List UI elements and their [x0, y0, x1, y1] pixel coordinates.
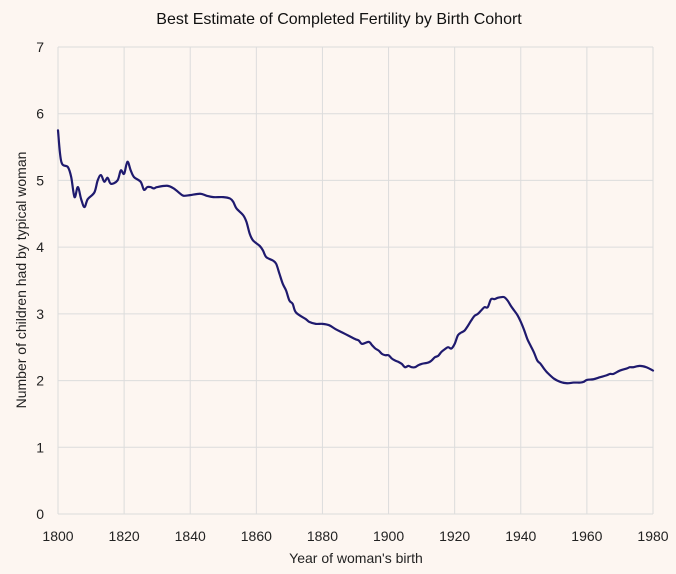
y-tick-label: 7 — [36, 39, 44, 55]
y-tick-label: 4 — [36, 239, 44, 255]
x-tick-label: 1900 — [373, 528, 404, 544]
y-tick-label: 3 — [36, 306, 44, 322]
x-axis-title: Year of woman's birth — [289, 550, 423, 566]
grid-layer — [57, 46, 654, 515]
x-tick-label: 1920 — [439, 528, 470, 544]
x-tick-label: 1980 — [637, 528, 668, 544]
y-tick-label: 2 — [36, 373, 44, 389]
fertility-series-line — [56, 129, 655, 385]
x-tick-label: 1800 — [42, 528, 73, 544]
chart-title: Best Estimate of Completed Fertility by … — [156, 11, 522, 28]
series-layer — [56, 129, 655, 385]
y-tick-label: 5 — [36, 172, 44, 188]
x-tick-label: 1960 — [571, 528, 602, 544]
x-tick-label: 1840 — [175, 528, 206, 544]
x-tick-label: 1880 — [307, 528, 338, 544]
y-tick-label: 0 — [36, 506, 44, 522]
x-tick-label: 1820 — [109, 528, 140, 544]
x-tick-label: 1860 — [241, 528, 272, 544]
tick-label-layer: 1800 1820 1840 1860 1880 1900 1920 1940 1960 1980… — [36, 39, 669, 544]
y-tick-label: 1 — [36, 439, 44, 455]
y-axis-title: Number of children had by typical woman — [13, 152, 29, 409]
y-tick-label: 6 — [36, 106, 44, 122]
x-tick-label: 1940 — [505, 528, 536, 544]
